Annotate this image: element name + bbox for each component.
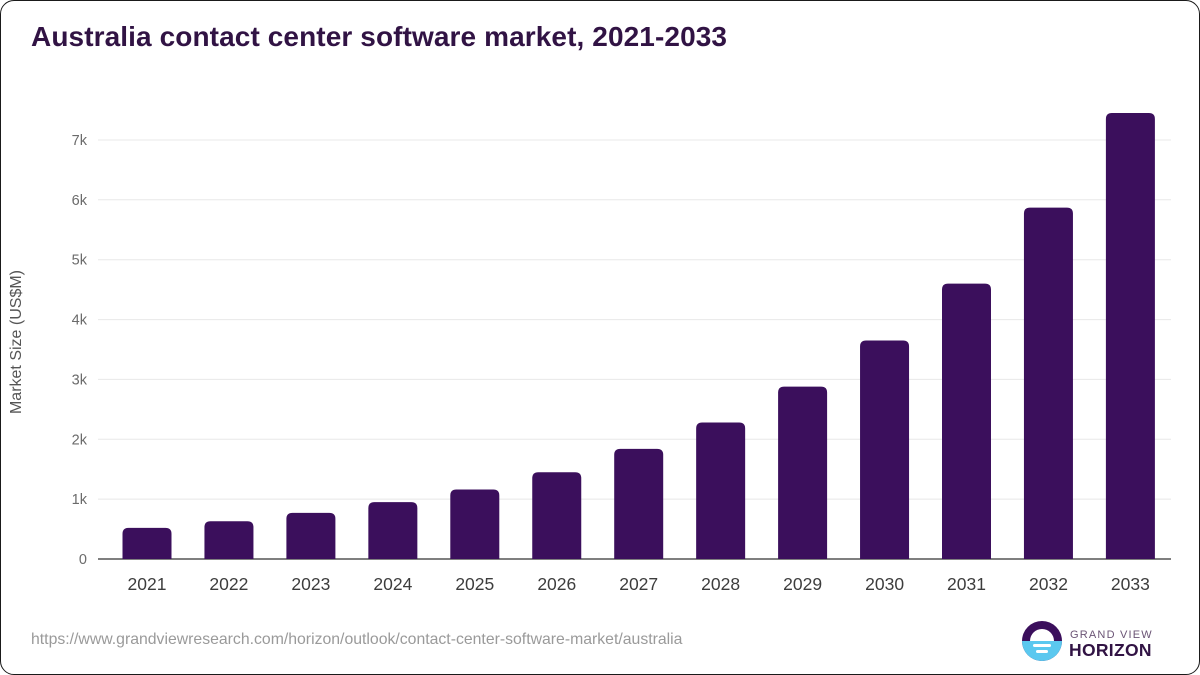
svg-text:2033: 2033 [1111, 574, 1150, 594]
svg-text:2032: 2032 [1029, 574, 1068, 594]
svg-text:2021: 2021 [128, 574, 167, 594]
svg-text:2k: 2k [72, 432, 88, 448]
svg-text:2031: 2031 [947, 574, 986, 594]
svg-text:2022: 2022 [209, 574, 248, 594]
svg-text:6k: 6k [72, 193, 88, 209]
svg-text:2027: 2027 [619, 574, 658, 594]
svg-text:4k: 4k [72, 313, 88, 329]
svg-text:2026: 2026 [537, 574, 576, 594]
svg-text:1k: 1k [72, 492, 88, 508]
svg-text:3k: 3k [72, 372, 88, 388]
svg-text:2023: 2023 [291, 574, 330, 594]
svg-text:0: 0 [79, 552, 87, 568]
svg-text:2029: 2029 [783, 574, 822, 594]
svg-text:2030: 2030 [865, 574, 904, 594]
svg-text:2024: 2024 [373, 574, 412, 594]
svg-text:7k: 7k [72, 133, 88, 149]
svg-text:2028: 2028 [701, 574, 740, 594]
svg-text:2025: 2025 [455, 574, 494, 594]
svg-text:5k: 5k [72, 253, 88, 269]
